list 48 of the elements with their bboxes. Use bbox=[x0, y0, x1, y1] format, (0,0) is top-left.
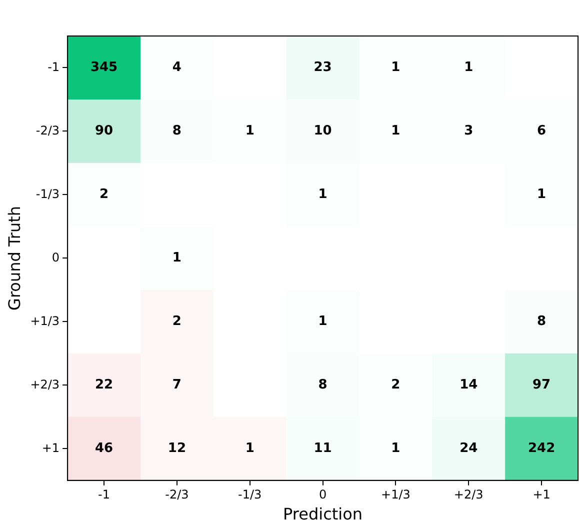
data-label: 90 bbox=[94, 124, 114, 139]
data-label: 12 bbox=[168, 441, 186, 456]
y-tick-label: -2/3 bbox=[36, 123, 60, 138]
data-label: 1 bbox=[245, 441, 254, 456]
x-tick-label: +2/3 bbox=[454, 488, 484, 502]
data-label: 3 bbox=[464, 124, 474, 139]
data-label: 11 bbox=[314, 441, 332, 456]
y-tick-label: -1 bbox=[48, 60, 60, 74]
y-tick-label: -1/3 bbox=[36, 186, 60, 201]
data-label: 46 bbox=[94, 441, 114, 456]
x-tick-label: +1 bbox=[532, 488, 550, 502]
data-label: 1 bbox=[391, 441, 400, 456]
data-label: 7 bbox=[172, 378, 182, 393]
y-tick-label: +2/3 bbox=[30, 377, 60, 392]
x-tick-label: -2/3 bbox=[165, 488, 189, 502]
data-label: 1 bbox=[245, 124, 254, 139]
y-tick-label: +1 bbox=[42, 440, 60, 455]
x-tick-label: -1 bbox=[98, 488, 110, 502]
data-label: 10 bbox=[314, 124, 332, 139]
data-label: 23 bbox=[314, 60, 332, 76]
x-axis-title: Prediction bbox=[283, 504, 363, 524]
data-label: 8 bbox=[318, 378, 328, 393]
y-tick-label: +1/3 bbox=[30, 314, 60, 328]
data-label: 8 bbox=[172, 124, 182, 139]
data-label: 1 bbox=[318, 187, 328, 202]
data-label: 2 bbox=[391, 378, 400, 393]
data-label: 2 bbox=[172, 314, 182, 330]
data-label: 1 bbox=[391, 124, 400, 139]
y-tick-label: 0 bbox=[52, 250, 60, 264]
data-label: 2 bbox=[100, 187, 109, 202]
data-label: 97 bbox=[532, 378, 551, 393]
y-axis-title: Ground Truth bbox=[4, 206, 24, 310]
data-label: 1 bbox=[172, 250, 182, 266]
data-label: 1 bbox=[318, 314, 328, 330]
data-label: 1 bbox=[391, 60, 400, 76]
data-label: 345 bbox=[90, 60, 118, 76]
data-label: 8 bbox=[537, 314, 546, 330]
data-label: 1 bbox=[537, 187, 546, 202]
x-tick-label: +1/3 bbox=[381, 488, 410, 502]
data-label: 4 bbox=[172, 60, 182, 76]
x-tick-label: 0 bbox=[318, 488, 327, 502]
data-label: 14 bbox=[460, 378, 478, 393]
data-label: 22 bbox=[94, 378, 114, 393]
data-label: 24 bbox=[460, 441, 478, 456]
data-label: 1 bbox=[464, 60, 474, 76]
data-label: 242 bbox=[528, 441, 556, 456]
x-tick-label: -1/3 bbox=[238, 488, 262, 502]
data-label: 6 bbox=[537, 124, 546, 139]
